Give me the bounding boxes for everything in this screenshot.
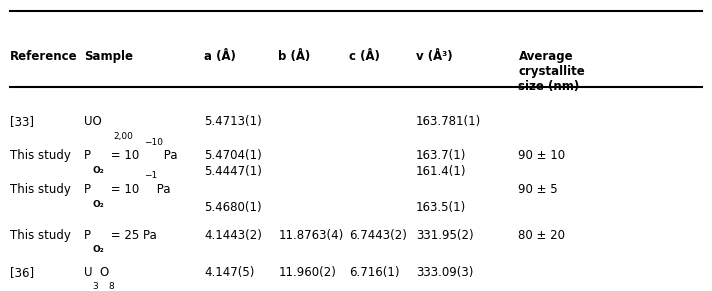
Text: O₂: O₂ xyxy=(93,245,104,254)
Text: Pa: Pa xyxy=(160,150,178,162)
Text: 163.781(1): 163.781(1) xyxy=(416,115,481,128)
Text: 5.4680(1): 5.4680(1) xyxy=(204,201,262,214)
Text: 4.1443(2): 4.1443(2) xyxy=(204,229,262,242)
Text: a (Å): a (Å) xyxy=(204,50,236,63)
Text: 5.4447(1): 5.4447(1) xyxy=(204,165,262,178)
Text: 5.4713(1): 5.4713(1) xyxy=(204,115,262,128)
Text: Pa: Pa xyxy=(153,183,171,196)
Text: P: P xyxy=(84,150,91,162)
Text: b (Å): b (Å) xyxy=(278,50,310,63)
Text: v (Å³): v (Å³) xyxy=(416,50,453,63)
Text: 161.4(1): 161.4(1) xyxy=(416,165,466,178)
Text: 90 ± 5: 90 ± 5 xyxy=(518,183,558,196)
Text: O: O xyxy=(100,266,109,279)
Text: = 10: = 10 xyxy=(108,150,140,162)
Text: P: P xyxy=(84,229,91,242)
Text: Reference: Reference xyxy=(10,50,78,63)
Text: Average
crystallite
size (nm): Average crystallite size (nm) xyxy=(518,50,585,93)
Text: 163.7(1): 163.7(1) xyxy=(416,150,466,162)
Text: 333.09(3): 333.09(3) xyxy=(416,266,473,279)
Text: = 25 Pa: = 25 Pa xyxy=(108,229,157,242)
Text: This study: This study xyxy=(10,150,70,162)
Text: c (Å): c (Å) xyxy=(349,50,379,63)
Text: 4.147(5): 4.147(5) xyxy=(204,266,254,279)
Text: 8: 8 xyxy=(108,282,114,291)
Text: 3: 3 xyxy=(93,282,98,291)
Text: 80 ± 20: 80 ± 20 xyxy=(518,229,565,242)
Text: 5.4704(1): 5.4704(1) xyxy=(204,150,262,162)
Text: 11.8763(4): 11.8763(4) xyxy=(278,229,344,242)
Text: U: U xyxy=(84,266,93,279)
Text: UO: UO xyxy=(84,115,102,128)
Text: O₂: O₂ xyxy=(93,166,104,175)
Text: This study: This study xyxy=(10,229,70,242)
Text: 6.716(1): 6.716(1) xyxy=(349,266,399,279)
Text: 11.960(2): 11.960(2) xyxy=(278,266,336,279)
Text: [36]: [36] xyxy=(10,266,34,279)
Text: 331.95(2): 331.95(2) xyxy=(416,229,473,242)
Text: P: P xyxy=(84,183,91,196)
Text: This study: This study xyxy=(10,183,70,196)
Text: O₂: O₂ xyxy=(93,200,104,209)
Text: 90 ± 10: 90 ± 10 xyxy=(518,150,565,162)
Text: [33]: [33] xyxy=(10,115,34,128)
Text: −1: −1 xyxy=(144,171,157,180)
Text: Sample: Sample xyxy=(84,50,133,63)
Text: = 10: = 10 xyxy=(108,183,140,196)
Text: 2,00: 2,00 xyxy=(114,132,134,141)
Text: −10: −10 xyxy=(144,138,163,147)
Text: 163.5(1): 163.5(1) xyxy=(416,201,466,214)
Text: 6.7443(2): 6.7443(2) xyxy=(349,229,407,242)
